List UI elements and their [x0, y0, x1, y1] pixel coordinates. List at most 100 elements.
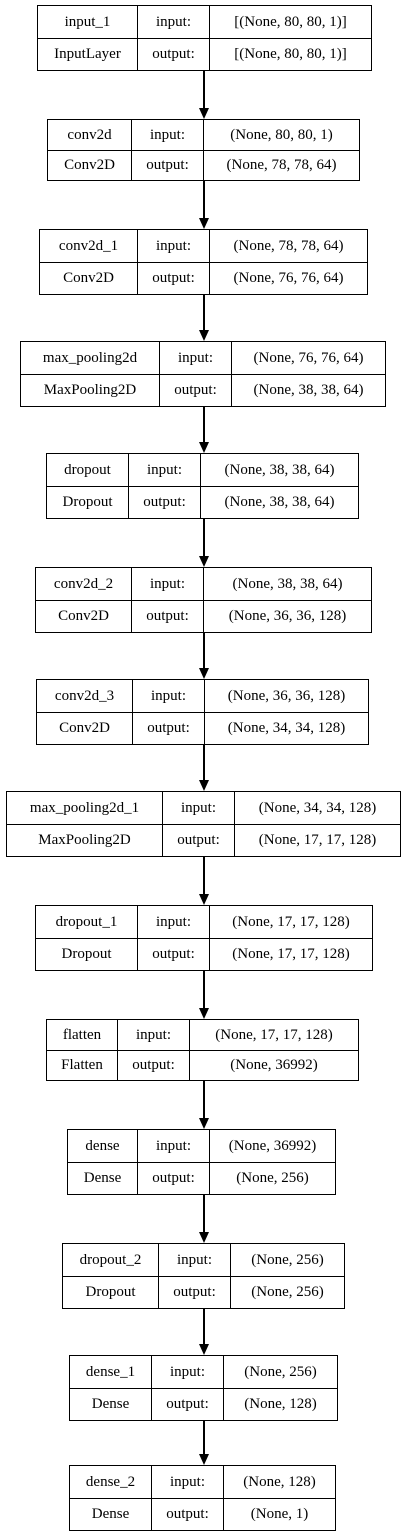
- input-shape: (None, 256): [251, 1251, 324, 1268]
- layer-node-conv2d-1: conv2d_1 input: (None, 78, 78, 64) Conv2D ou…: [39, 229, 368, 295]
- arrow-down-icon: [199, 218, 209, 229]
- layer-type: MaxPooling2D: [7, 824, 163, 856]
- layer-name: dense: [68, 1130, 138, 1162]
- layer-name: flatten: [47, 1020, 118, 1050]
- layer-node-dense: dense input: (None, 36992) Dense output: (Non…: [67, 1129, 336, 1195]
- output-shape: (None, 256): [251, 1283, 324, 1300]
- layer-name: dense_2: [70, 1466, 152, 1498]
- arrow-down-icon: [199, 556, 209, 567]
- input-shape: (None, 17, 17, 128): [215, 1026, 333, 1043]
- input-shape: (None, 128): [243, 1473, 316, 1490]
- layer-node-dense-1: dense_1 input: (None, 256) Dense output: (Non…: [69, 1355, 338, 1421]
- layer-name: conv2d_2: [36, 568, 132, 600]
- arrow-down-icon: [199, 780, 209, 791]
- layer-input-row: dense_2 input: (None, 128): [70, 1466, 335, 1499]
- layer-node-input-1: input_1 input: [(None, 80, 80, 1)] InputLay…: [37, 5, 372, 71]
- arrow-down-icon: [199, 108, 209, 119]
- connection-line: [203, 633, 205, 668]
- input-label: input:: [132, 568, 204, 600]
- connection-line: [203, 407, 205, 442]
- connection-line: [203, 1081, 205, 1118]
- layer-node-dropout: dropout input: (None, 38, 38, 64) Dropout ou…: [46, 453, 359, 519]
- input-shape: [(None, 80, 80, 1)]: [234, 13, 347, 30]
- layer-name: dropout: [47, 454, 129, 486]
- input-label: input:: [138, 906, 210, 938]
- input-label: input:: [159, 1244, 231, 1276]
- output-label: output:: [118, 1050, 190, 1080]
- layer-node-conv2d-2: conv2d_2 input: (None, 38, 38, 64) Conv2D ou…: [35, 567, 372, 633]
- layer-output-row: Dense output: (None, 1): [70, 1498, 335, 1530]
- output-shape: (None, 38, 38, 64): [253, 381, 364, 398]
- input-label: input:: [160, 342, 232, 374]
- layer-node-dropout-2: dropout_2 input: (None, 256) Dropout output:…: [62, 1243, 345, 1309]
- layer-type: Dense: [68, 1162, 138, 1194]
- arrow-down-icon: [199, 1008, 209, 1019]
- output-label: output:: [159, 1276, 231, 1308]
- input-shape: (None, 80, 80, 1): [230, 126, 333, 143]
- arrow-down-icon: [199, 1344, 209, 1355]
- output-shape: (None, 17, 17, 128): [232, 945, 350, 962]
- layer-node-max-pooling2d-1: max_pooling2d_1 input: (None, 34, 34, 128)…: [6, 791, 401, 857]
- arrow-down-icon: [199, 1118, 209, 1129]
- layer-type: InputLayer: [38, 38, 138, 70]
- input-shape: (None, 76, 76, 64): [253, 349, 364, 366]
- layer-type: MaxPooling2D: [21, 374, 160, 406]
- layer-node-conv2d-3: conv2d_3 input: (None, 36, 36, 128) Conv2D o…: [36, 679, 369, 745]
- input-label: input:: [138, 6, 210, 38]
- output-shape: (None, 76, 76, 64): [233, 269, 344, 286]
- connection-line: [203, 519, 205, 556]
- layer-name: max_pooling2d_1: [7, 792, 163, 824]
- layer-name: conv2d_1: [40, 230, 138, 262]
- output-label: output:: [152, 1388, 224, 1420]
- arrow-down-icon: [199, 1454, 209, 1465]
- arrow-down-icon: [199, 1232, 209, 1243]
- output-shape: (None, 17, 17, 128): [258, 831, 377, 848]
- layer-node-dropout-1: dropout_1 input: (None, 17, 17, 128) Dropou…: [35, 905, 373, 971]
- layer-type: Dense: [70, 1498, 152, 1530]
- layer-output-row: Conv2D output: (None, 34, 34, 128): [37, 712, 368, 744]
- input-shape: (None, 17, 17, 128): [232, 913, 350, 930]
- output-shape: (None, 38, 38, 64): [224, 493, 335, 510]
- output-shape: (None, 1): [250, 1505, 309, 1522]
- layer-type: Conv2D: [40, 262, 138, 294]
- connection-line: [203, 971, 205, 1008]
- layer-node-flatten: flatten input: (None, 17, 17, 128) Flatten o…: [46, 1019, 359, 1081]
- layer-name: conv2d_3: [37, 680, 133, 712]
- input-shape: (None, 34, 34, 128): [258, 799, 377, 816]
- layer-output-row: Conv2D output: (None, 36, 36, 128): [36, 600, 371, 632]
- layer-name: dropout_2: [63, 1244, 159, 1276]
- layer-output-row: InputLayer output: [(None, 80, 80, 1)]: [38, 38, 371, 70]
- layer-output-row: Conv2D output: (None, 78, 78, 64): [48, 150, 359, 180]
- layer-input-row: conv2d_3 input: (None, 36, 36, 128): [37, 680, 368, 713]
- connection-line: [203, 1421, 205, 1454]
- output-label: output:: [138, 262, 210, 294]
- input-shape: (None, 36, 36, 128): [227, 687, 346, 704]
- layer-node-dense-2: dense_2 input: (None, 128) Dense output: (Non…: [69, 1465, 336, 1531]
- output-shape: (None, 36992): [230, 1056, 318, 1073]
- layer-node-conv2d: conv2d input: (None, 80, 80, 1) Conv2D outpu…: [47, 119, 360, 181]
- layer-type: Flatten: [47, 1050, 118, 1080]
- input-shape: (None, 256): [244, 1363, 317, 1380]
- input-label: input:: [118, 1020, 190, 1050]
- layer-input-row: dropout_2 input: (None, 256): [63, 1244, 344, 1277]
- connection-line: [203, 295, 205, 330]
- layer-output-row: MaxPooling2D output: (None, 38, 38, 64): [21, 374, 385, 406]
- output-shape: (None, 128): [244, 1395, 317, 1412]
- layer-output-row: Conv2D output: (None, 76, 76, 64): [40, 262, 367, 294]
- layer-input-row: max_pooling2d input: (None, 76, 76, 64): [21, 342, 385, 375]
- connection-line: [203, 71, 205, 108]
- layer-input-row: flatten input: (None, 17, 17, 128): [47, 1020, 358, 1051]
- layer-output-row: Dropout output: (None, 38, 38, 64): [47, 486, 358, 518]
- layer-type: Dropout: [63, 1276, 159, 1308]
- layer-input-row: dropout input: (None, 38, 38, 64): [47, 454, 358, 487]
- layer-type: Conv2D: [37, 712, 133, 744]
- layer-input-row: dense_1 input: (None, 256): [70, 1356, 337, 1389]
- input-label: input:: [132, 120, 204, 150]
- layer-output-row: Flatten output: (None, 36992): [47, 1050, 358, 1080]
- layer-type: Conv2D: [48, 150, 132, 180]
- input-label: input:: [138, 1130, 210, 1162]
- connection-line: [203, 857, 205, 894]
- connection-line: [203, 1309, 205, 1344]
- layer-name: conv2d: [48, 120, 132, 150]
